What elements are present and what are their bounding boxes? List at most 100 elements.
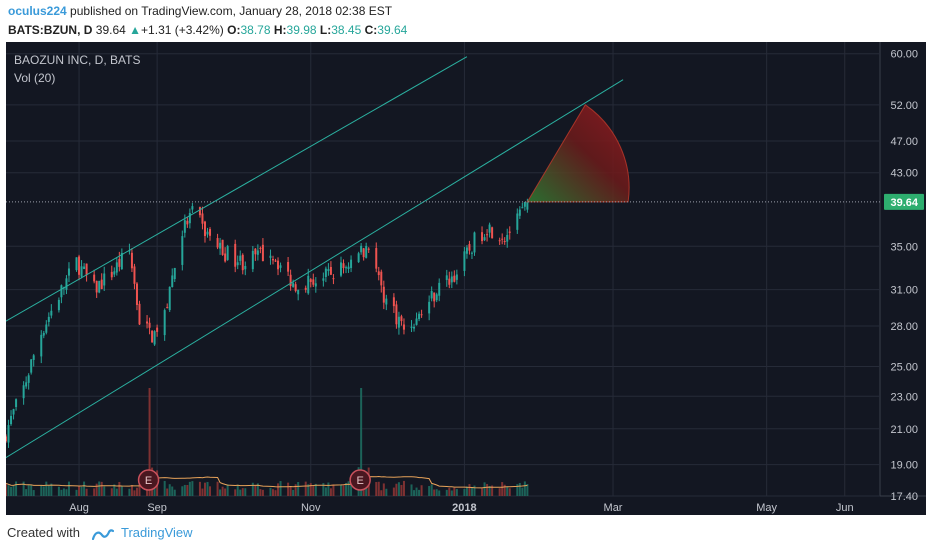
volume-bar (402, 480, 405, 496)
volume-bar (503, 484, 506, 496)
candle-body (324, 268, 327, 277)
candle-body (508, 231, 511, 233)
candle-body (455, 274, 458, 280)
channel-lower-line[interactable] (0, 79, 624, 469)
open-label: O: (227, 23, 241, 37)
volume-bar (45, 481, 48, 496)
volume-bar (221, 486, 224, 496)
candle-body (345, 267, 348, 269)
volume-bar (32, 490, 35, 496)
tradingview-link[interactable]: TradingView (121, 525, 193, 540)
candle-body (261, 244, 264, 262)
candle-body (516, 213, 519, 230)
candle-body (523, 202, 526, 207)
candle-body (420, 314, 423, 316)
volume-bar (75, 489, 78, 496)
candle-body (168, 286, 171, 310)
candle-body (226, 246, 229, 260)
candle-body (339, 262, 342, 276)
volume-bar (279, 481, 282, 496)
candle-body (297, 289, 300, 295)
candle-body (521, 207, 524, 209)
price-tick-labels: 60.00 52.00 47.00 43.00 35.00 31.00 28.00 25.00… (884, 49, 924, 503)
volume-bar (135, 487, 138, 496)
candle-body (433, 292, 436, 302)
volume-bar (256, 483, 259, 496)
candle-body (322, 278, 325, 281)
projection-arc[interactable] (526, 104, 630, 203)
candle-body (65, 278, 68, 290)
candle-body (60, 285, 63, 298)
volume-bar (377, 481, 380, 496)
candle-body (10, 415, 13, 425)
candle-body (6, 436, 7, 442)
volume-bar (236, 484, 239, 496)
candle-body (25, 382, 28, 387)
volume-bar (181, 486, 184, 496)
candle-body (57, 299, 60, 311)
last-price-label: 39.64 (890, 197, 918, 209)
candle-body (103, 273, 106, 286)
candle-body (332, 278, 335, 280)
volume-bar (453, 487, 456, 496)
candle-body (216, 238, 219, 248)
candle-body (201, 213, 204, 224)
candle-body (239, 255, 242, 261)
candle-body (128, 250, 131, 252)
candle-body (501, 238, 504, 240)
candle-body (397, 316, 400, 328)
candle-body (153, 331, 156, 345)
candle-body (287, 262, 290, 272)
candle-body (463, 251, 466, 271)
candle-body (47, 316, 50, 322)
volume-bar (183, 484, 186, 496)
channel-upper-line[interactable] (0, 56, 468, 331)
author-link[interactable]: oculus224 (8, 4, 67, 18)
volume-bar (516, 484, 519, 496)
price-tick-label: 52.00 (890, 100, 918, 112)
volume-bar (277, 483, 280, 496)
volume-bar (244, 488, 247, 496)
candle-body (350, 259, 353, 268)
candle-body (314, 283, 317, 287)
time-axis (6, 496, 926, 515)
price-tick-label: 21.00 (890, 424, 918, 436)
volume-bar (93, 488, 96, 496)
volume-bar (400, 484, 403, 496)
candle-body (98, 280, 101, 293)
candle-body (400, 316, 403, 322)
candle-body (277, 260, 280, 270)
candle-body (380, 271, 383, 286)
volume-bar (481, 488, 484, 496)
candle-body (198, 207, 201, 216)
candle-body (375, 248, 378, 269)
published-text: published on TradingView.com, January 28… (70, 4, 393, 18)
up-arrow-icon: ▲ (129, 23, 142, 37)
candle-body (453, 275, 456, 282)
volume-bar (7, 485, 10, 496)
volume-bar (433, 489, 436, 496)
candle-body (274, 260, 277, 262)
volume-bar (375, 482, 378, 496)
volume-bar (239, 489, 242, 496)
time-tick-labels: Aug Sep Nov 2018 Mar May Jun (69, 502, 853, 514)
volume-bar (42, 486, 45, 496)
candle-body (254, 248, 257, 255)
candle-body (78, 256, 81, 275)
volume-bar (360, 388, 363, 496)
candle-body (392, 297, 395, 307)
volume-bar (188, 481, 191, 496)
volume-bar (312, 486, 315, 496)
volume-bar (304, 481, 307, 496)
candle-body (40, 334, 43, 357)
volume-bar (198, 481, 201, 496)
candle-body (22, 385, 25, 399)
volume-bar (186, 484, 189, 496)
time-tick-label: Nov (301, 502, 321, 514)
candle-body (15, 399, 18, 408)
volume-bar (448, 487, 451, 496)
volume-bar (329, 488, 332, 496)
volume-bar (251, 482, 254, 496)
candle-body (156, 327, 159, 332)
